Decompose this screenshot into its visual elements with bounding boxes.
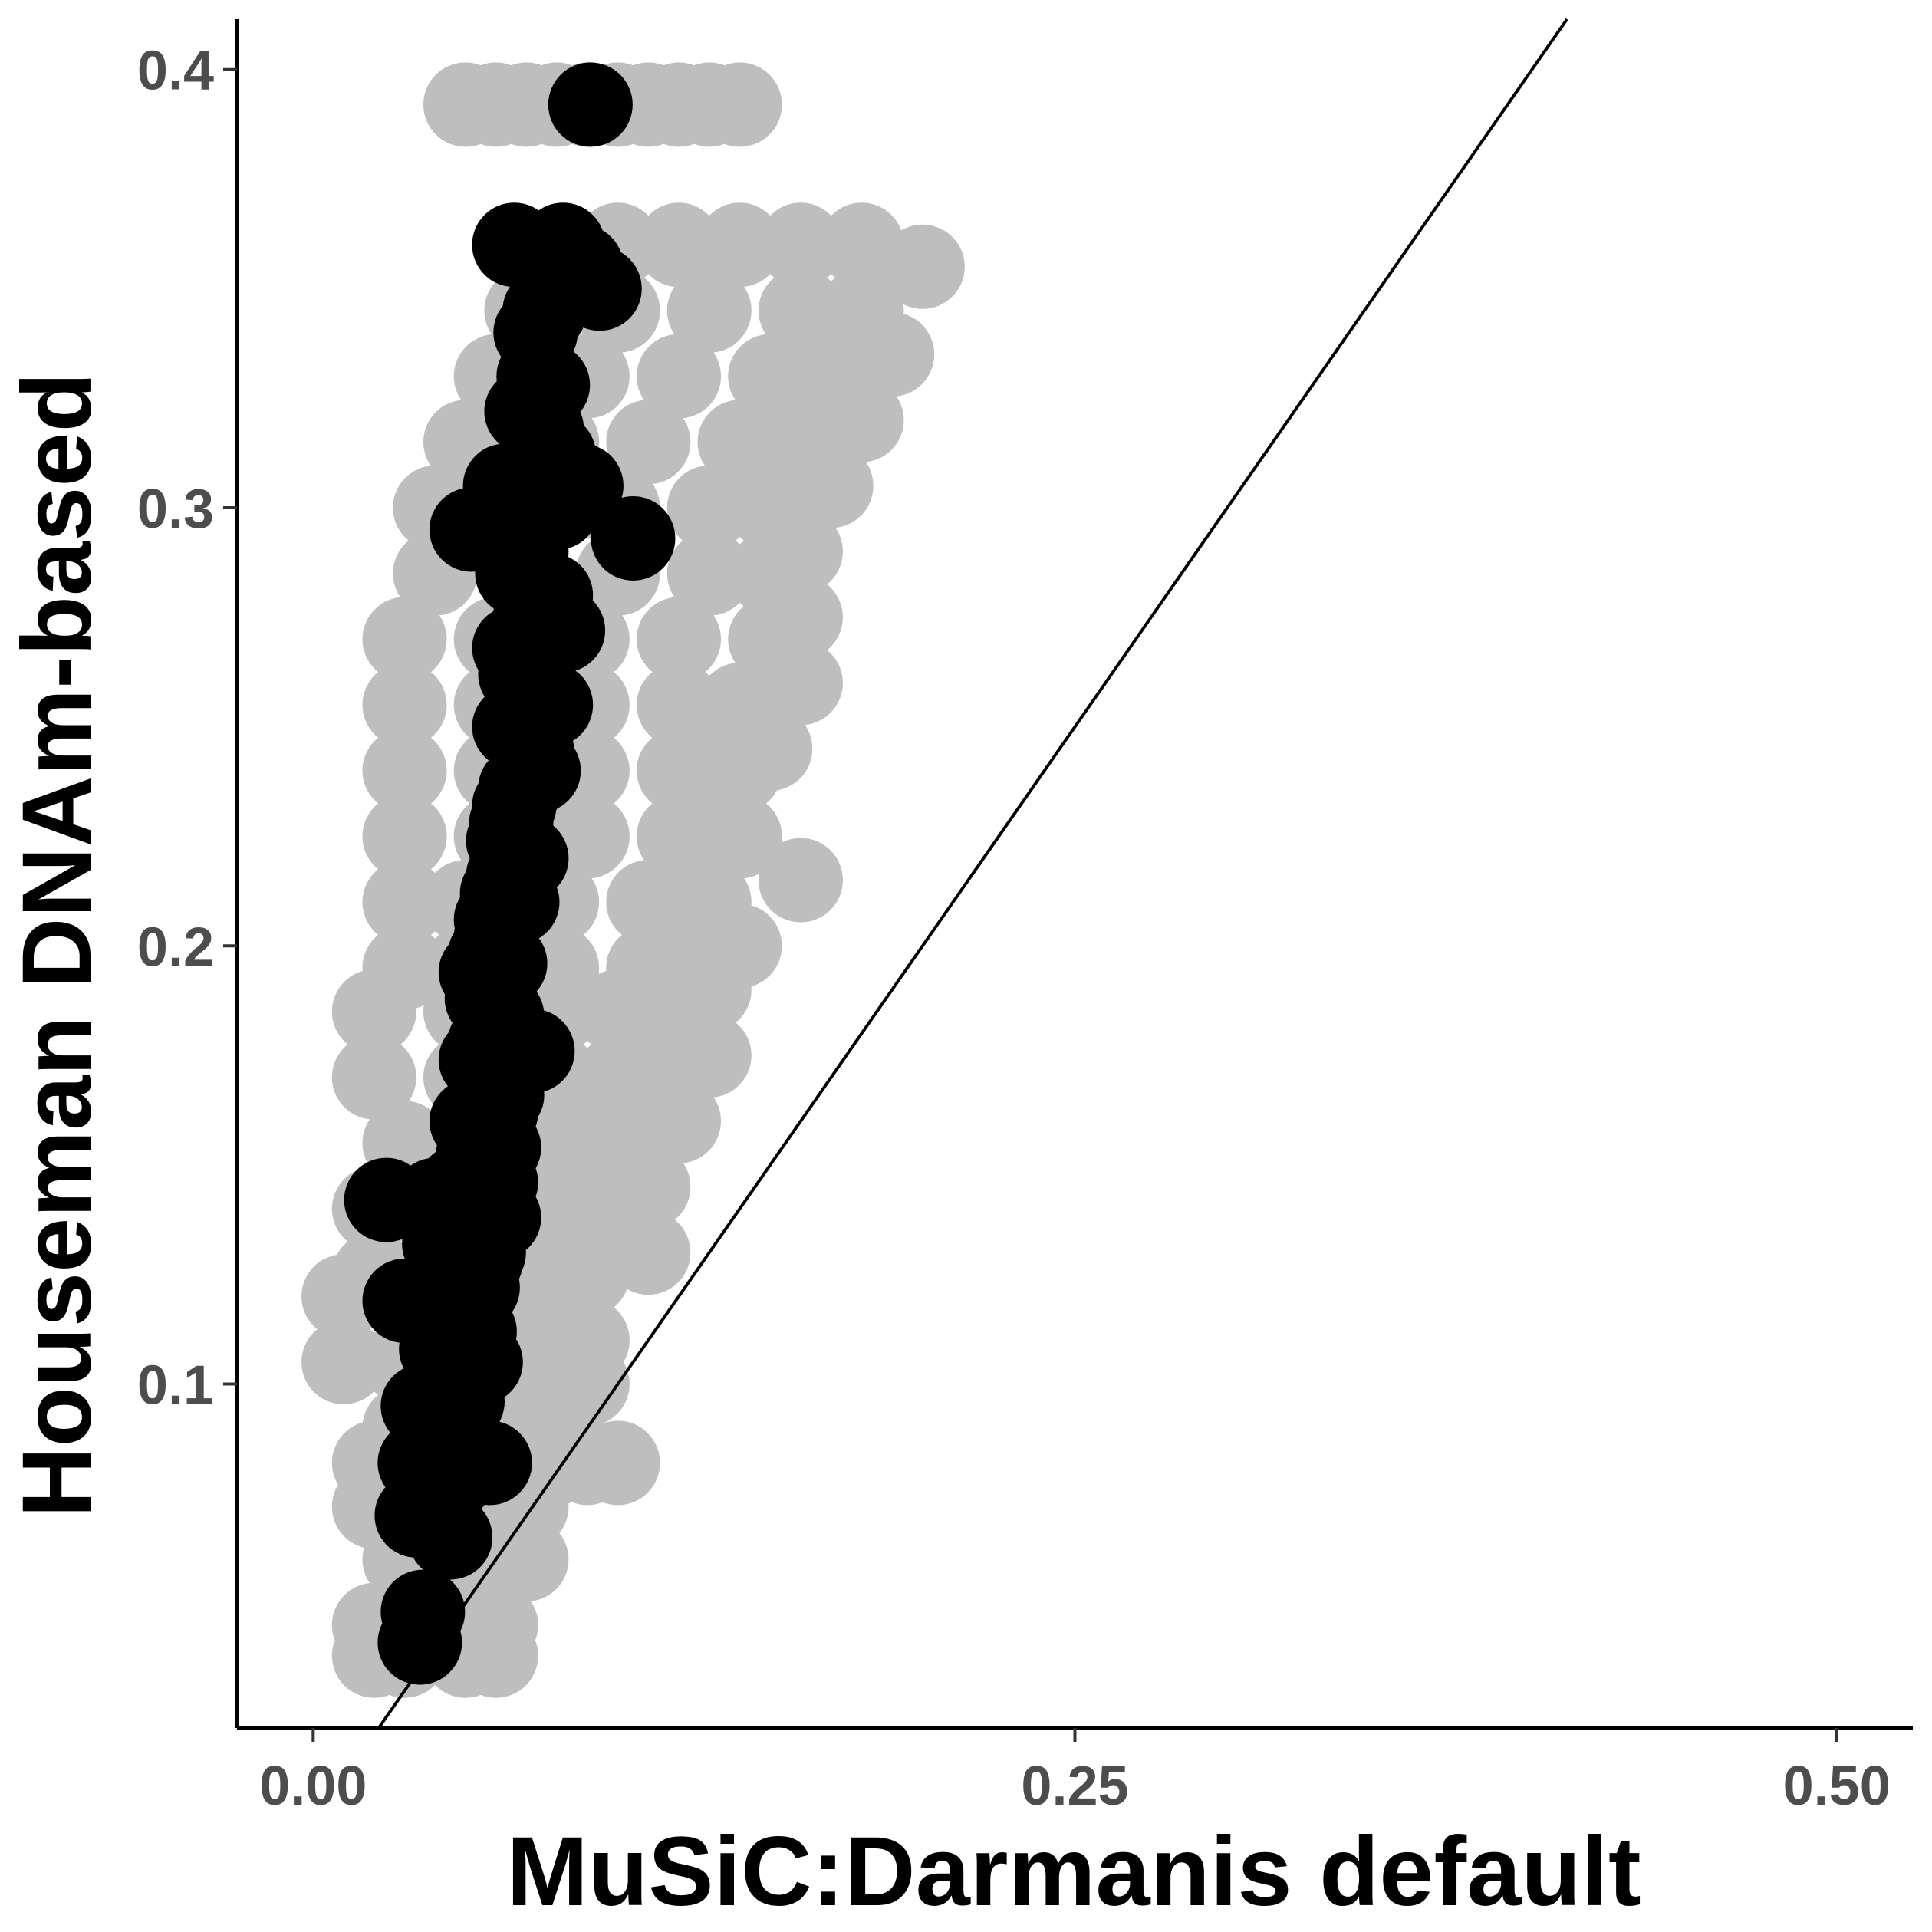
data-point (637, 597, 722, 682)
points-layer (301, 62, 965, 1698)
data-point (545, 1232, 630, 1317)
y-tick-label: 0.2 (137, 917, 214, 978)
data-point (548, 62, 633, 147)
x-tick-label: 0.50 (1783, 1756, 1891, 1817)
data-point (301, 1319, 387, 1404)
x-tick-label: 0.25 (1021, 1756, 1128, 1817)
data-point (666, 531, 752, 616)
data-point (377, 1600, 462, 1685)
data-point (697, 202, 782, 288)
x-axis-title: MuSiC:Darmanis default (506, 1817, 1641, 1927)
data-point (606, 400, 691, 485)
data-point (637, 663, 722, 748)
data-point (666, 268, 752, 353)
data-point (453, 1613, 538, 1698)
data-point (362, 663, 447, 748)
data-point (758, 838, 843, 923)
data-point (758, 268, 843, 353)
x-tick-label: 0.00 (259, 1756, 367, 1817)
y-axis-ticks: 0.1 0.2 0.3 0.4 (137, 41, 237, 1417)
data-point (575, 969, 660, 1054)
data-point (697, 728, 782, 813)
data-point (331, 969, 416, 1054)
data-point (758, 202, 843, 288)
x-axis-ticks: 0.00 0.25 0.50 (259, 1728, 1891, 1817)
data-point (637, 794, 722, 879)
data-point (362, 860, 447, 945)
y-tick-label: 0.4 (137, 41, 214, 102)
reference-line (377, 18, 1568, 1730)
data-point (666, 465, 752, 550)
y-tick-label: 0.1 (137, 1355, 214, 1417)
data-point (637, 202, 722, 288)
data-point (301, 1254, 387, 1339)
data-point (362, 597, 447, 682)
y-axis-title: Houseman DNAm-based (2, 372, 112, 1518)
data-point (697, 400, 782, 485)
data-point (344, 1157, 429, 1242)
data-point (728, 334, 813, 419)
data-point (408, 1495, 493, 1580)
data-point (591, 495, 676, 581)
data-point (331, 1035, 416, 1120)
data-point (362, 794, 447, 879)
data-point (484, 1517, 569, 1602)
data-point (606, 860, 691, 945)
data-point (575, 1420, 660, 1506)
point-series-2 (344, 62, 676, 1685)
data-point (697, 794, 782, 879)
data-point (697, 62, 782, 147)
data-point (362, 728, 447, 813)
data-point (880, 224, 965, 309)
y-tick-label: 0.3 (137, 479, 214, 540)
data-point (637, 334, 722, 419)
